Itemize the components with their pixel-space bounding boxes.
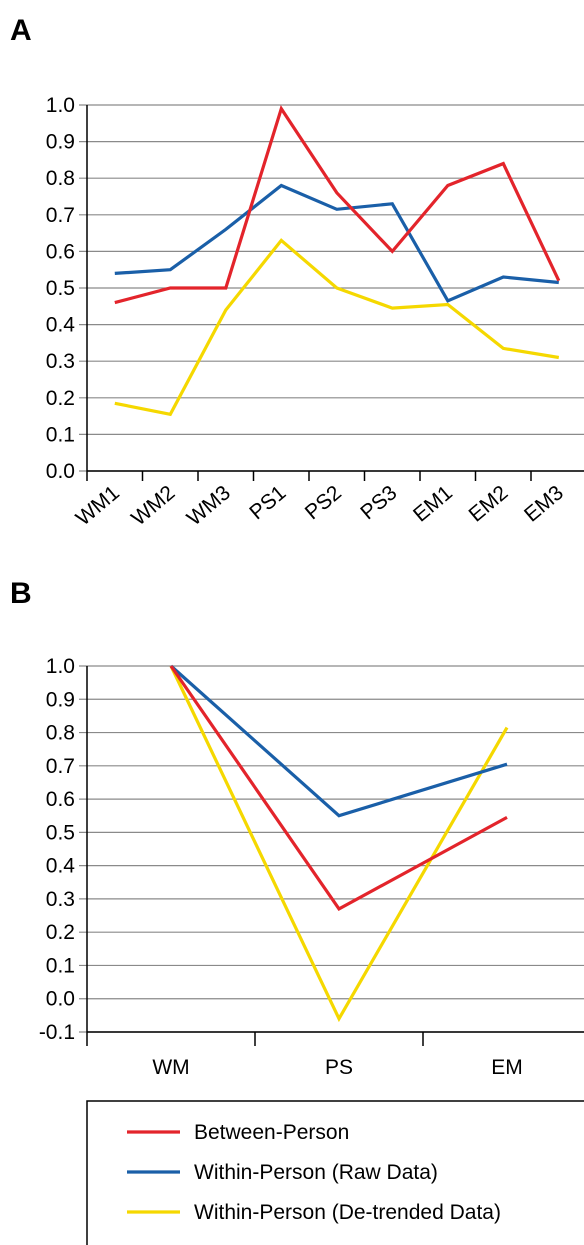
series-line-between-person [114,104,561,305]
y-tick-label: 0.5 [46,277,75,300]
series-line-between-person [169,665,508,911]
series-line-within-person-de-trended-data [169,665,509,1023]
y-tick-label: 0.2 [46,921,75,944]
y-tick-label: 0.1 [46,423,75,446]
y-tick-label: 0.0 [46,988,75,1011]
y-tick-label: 0.2 [46,387,75,410]
y-tick-label: 0.4 [46,855,76,878]
x-tick-label: PS [325,1056,353,1079]
x-tick-label: EM3 [520,481,568,526]
y-tick-label: 0.3 [46,350,75,373]
x-tick-label: WM3 [183,481,235,530]
y-tick-label: 1.0 [46,94,75,117]
y-tick-label: -0.1 [39,1021,75,1044]
x-tick-label: WM1 [72,481,124,530]
panel-a-letter: A [10,14,32,47]
x-tick-label: EM2 [465,481,513,526]
y-tick-label: 0.0 [46,460,75,483]
series-line-within-person-raw-data [114,183,559,303]
x-tick-label: PS3 [356,481,401,524]
y-tick-label: 0.8 [46,167,75,190]
legend-label: Within-Person (Raw Data) [194,1161,438,1184]
y-tick-label: 0.5 [46,821,75,844]
y-tick-label: 0.6 [46,240,75,263]
x-tick-label: EM [491,1056,523,1079]
legend: Between-Person Within-Person (Raw Data) Wi… [86,1100,584,1245]
y-tick-label: 0.6 [46,788,75,811]
y-tick-label: 0.8 [46,722,75,745]
x-tick-label: PS2 [301,481,346,524]
x-tick-label: PS1 [245,481,290,524]
y-tick-label: 0.7 [46,204,75,227]
legend-box [86,1100,584,1245]
panel-b-chart: 1.0 0.9 0.8 0.7 0.6 0.5 0.4 0.3 0.2 0.1 0.0 -0.1 WM P… [39,655,584,1079]
series-line-within-person-de-trended-data [114,238,560,417]
y-tick-label: 0.9 [46,131,75,154]
series-line-within-person-raw-data [169,664,508,818]
x-tick-label: WM2 [127,481,179,530]
x-tick-label: EM1 [409,481,457,526]
y-tick-label: 0.1 [46,954,75,977]
legend-label: Between-Person [194,1121,349,1144]
y-tick-label: 0.7 [46,755,75,778]
panel-b-letter: B [10,577,32,610]
y-tick-label: 0.9 [46,688,75,711]
y-tick-label: 0.4 [46,314,76,337]
legend-label: Within-Person (De-trended Data) [194,1201,501,1224]
y-tick-label: 1.0 [46,655,75,678]
y-tick-label: 0.3 [46,888,75,911]
x-tick-label: WM [152,1056,189,1079]
